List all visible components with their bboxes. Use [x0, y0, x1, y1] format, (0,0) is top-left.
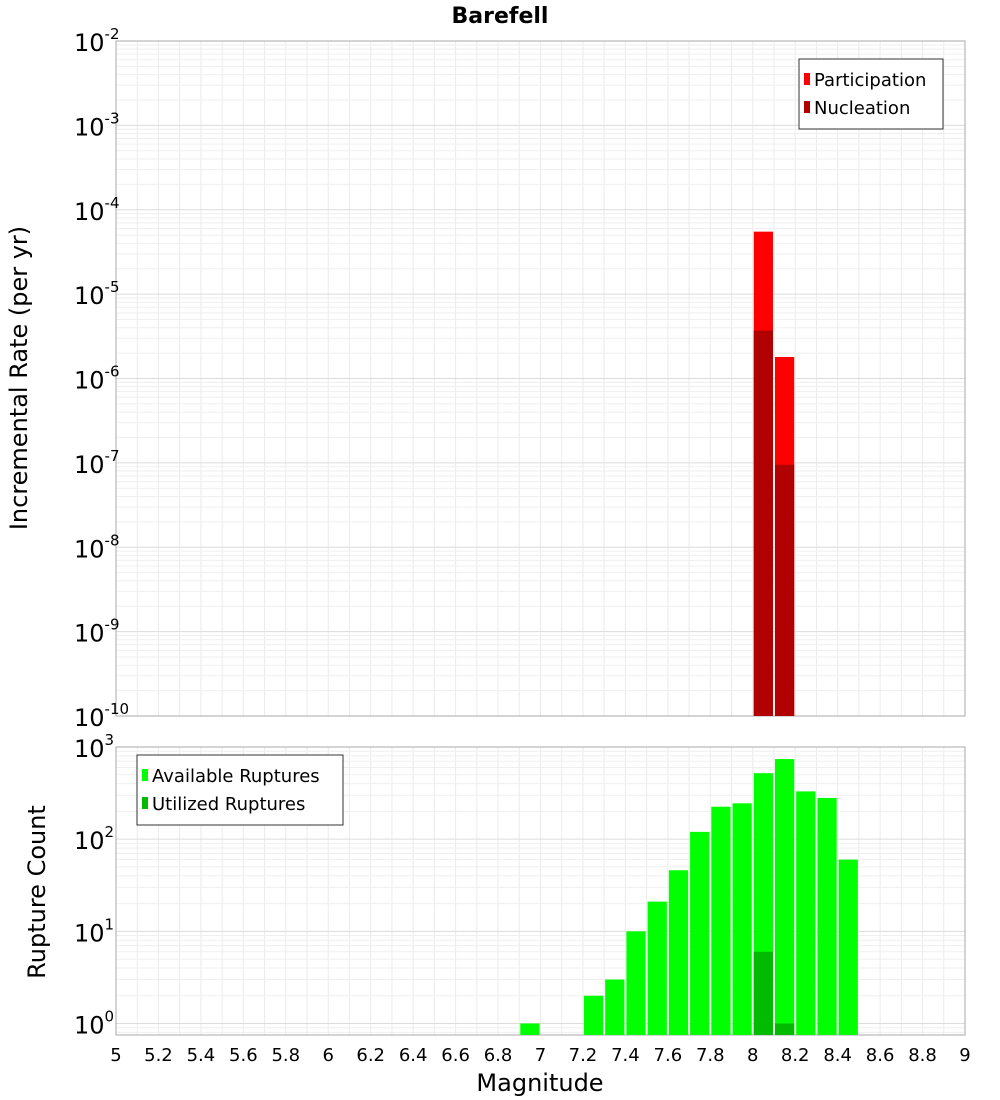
legend-swatch [804, 73, 810, 85]
bar-available-ruptures [774, 759, 795, 1035]
bar-available-ruptures [838, 859, 858, 1035]
legend-label: Participation [814, 70, 926, 91]
bottom-plot-frame [115, 746, 966, 1036]
x-tick-label: 5 [110, 1045, 121, 1066]
bar-available-ruptures [626, 931, 646, 1035]
top-legend: Participation Nucleation [798, 58, 944, 130]
legend-box [136, 754, 344, 826]
x-tick-label: 7.6 [654, 1045, 683, 1066]
bar-available-ruptures [605, 979, 625, 1035]
x-tick-label: 7 [535, 1045, 546, 1066]
top-bars [753, 231, 795, 716]
bottom-legend: Available Ruptures Utilized Ruptures [136, 754, 344, 826]
x-tick-labels: 5 5.2 5.4 5.6 5.8 6 6.2 6.4 6.6 6.8 7 7.2 7.4 7.6 7.8 8… [110, 1045, 970, 1066]
x-tick-label: 8 [747, 1045, 758, 1066]
x-tick-label: 7.4 [611, 1045, 640, 1066]
y-tick-label: 101 [74, 915, 114, 947]
y-tick-label: 10-6 [74, 363, 120, 395]
bar-available-ruptures [583, 995, 604, 1035]
x-tick-label: 7.8 [696, 1045, 725, 1066]
y-tick-label: 10-8 [74, 531, 120, 563]
legend-box [798, 58, 944, 130]
bottom-y-axis-label: Rupture Count [23, 805, 51, 979]
y-tick-label: 10-4 [74, 194, 120, 226]
legend-label: Utilized Ruptures [152, 794, 305, 815]
bar-available-ruptures [647, 901, 667, 1035]
legend-swatch [804, 101, 810, 113]
x-tick-label: 5.8 [271, 1045, 300, 1066]
bar-available-ruptures [732, 803, 752, 1035]
y-tick-label: 100 [74, 1007, 114, 1039]
x-tick-label: 6.4 [399, 1045, 428, 1066]
x-tick-label: 5.2 [144, 1045, 173, 1066]
x-tick-label: 6 [323, 1045, 334, 1066]
y-tick-label: 10-9 [74, 616, 120, 648]
top-gridlines [115, 40, 966, 717]
x-tick-label: 5.4 [187, 1045, 216, 1066]
x-tick-label: 7.2 [569, 1045, 598, 1066]
x-tick-label: 8.6 [866, 1045, 895, 1066]
x-tick-label: 6.2 [356, 1045, 385, 1066]
y-tick-label: 103 [74, 731, 114, 763]
bar-available-ruptures [817, 797, 837, 1035]
bar-available-ruptures [711, 806, 731, 1035]
bar-utilized-ruptures [774, 1023, 795, 1035]
bar-nucleation [774, 464, 795, 716]
chart-title: Barefell [452, 4, 549, 29]
y-tick-label: 10-2 [74, 25, 120, 57]
x-tick-label: 8.4 [823, 1045, 852, 1066]
bar-available-ruptures [520, 1023, 540, 1035]
bar-available-ruptures [796, 791, 816, 1035]
y-tick-label: 102 [74, 823, 114, 855]
bar-nucleation [753, 330, 773, 716]
bar-utilized-ruptures [753, 951, 773, 1035]
y-tick-label: 10-3 [74, 109, 120, 141]
x-tick-label: 5.6 [229, 1045, 258, 1066]
x-tick-label: 8.8 [908, 1045, 937, 1066]
bottom-y-ticks: 103 102 101 100 [74, 731, 114, 1039]
y-tick-label: 10-7 [74, 447, 120, 479]
bar-available-ruptures [690, 831, 710, 1035]
bottom-bars [520, 759, 858, 1035]
x-tick-label: 8.2 [781, 1045, 810, 1066]
top-plot-frame [115, 40, 966, 717]
x-axis-label: Magnitude [476, 1069, 603, 1097]
legend-label: Available Ruptures [152, 766, 320, 787]
x-tick-label: 9 [959, 1045, 970, 1066]
top-y-axis-label: Incremental Rate (per yr) [5, 226, 33, 530]
x-tick-label: 6.8 [484, 1045, 513, 1066]
legend-swatch [142, 769, 148, 781]
legend-swatch [142, 797, 148, 809]
top-y-ticks: 10-2 10-3 10-4 10-5 10-6 10-7 10-8 10-9 10-10 [74, 25, 129, 732]
y-tick-label: 10-10 [74, 700, 129, 732]
legend-label: Nucleation [814, 98, 910, 119]
bar-available-ruptures [668, 870, 689, 1035]
y-tick-label: 10-5 [74, 278, 120, 310]
x-tick-label: 6.6 [441, 1045, 470, 1066]
